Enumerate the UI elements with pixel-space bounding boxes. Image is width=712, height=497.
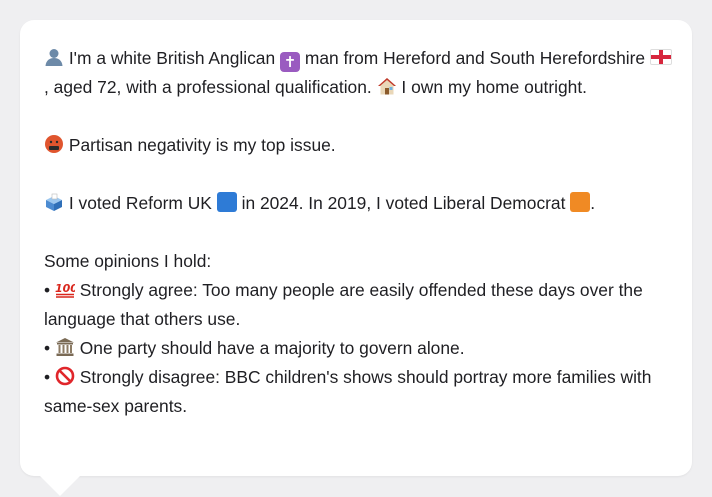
- hundred-points-icon: 100: [55, 282, 78, 298]
- ballot-box-icon: [46, 193, 62, 211]
- house-icon: [377, 78, 396, 95]
- issue-text: Partisan negativity is my top issue.: [68, 135, 336, 155]
- vote-paragraph: I voted Reform UK in 2024. In 2019, I vo…: [44, 189, 672, 218]
- blue-square-icon: [216, 192, 237, 212]
- intro-text-3: , aged 72, with a professional qualifica…: [44, 77, 372, 97]
- vote-text-1: I voted Reform UK: [68, 193, 212, 213]
- issue-paragraph: Partisan negativity is my top issue.: [44, 131, 672, 160]
- message-content: I'm a white British Anglican ✝ man from …: [44, 44, 672, 421]
- opinion-item: • One party should have a majority to go…: [44, 334, 672, 363]
- svg-text:100: 100: [55, 282, 75, 295]
- england-flag-icon: [649, 49, 672, 65]
- swearing-face-icon: [45, 135, 63, 153]
- message-card: I'm a white British Anglican ✝ man from …: [20, 20, 692, 476]
- intro-text-1: I'm a white British Anglican: [68, 48, 276, 68]
- prohibited-icon: [55, 366, 75, 386]
- bullet-marker: •: [44, 338, 51, 358]
- bullet-marker: •: [44, 367, 51, 387]
- vote-text-3: .: [590, 193, 596, 213]
- vote-text-2: in 2024. In 2019, I voted Liberal Democr…: [241, 193, 566, 213]
- opinions-section: Some opinions I hold: • 100 Strongly agr…: [44, 247, 672, 421]
- bullet-marker: •: [44, 280, 51, 300]
- orange-square-icon: [570, 192, 591, 212]
- speech-bubble-pointer: [40, 476, 80, 496]
- intro-text-4: I own my home outright.: [401, 77, 588, 97]
- intro-text-2: man from Hereford and South Herefordshir…: [304, 48, 646, 68]
- opinion-item: • Strongly disagree: BBC children's show…: [44, 363, 672, 421]
- opinions-heading: Some opinions I hold:: [44, 251, 212, 271]
- opinion-item: • 100 Strongly agree: Too many people ar…: [44, 276, 672, 334]
- opinion-text: Strongly disagree: BBC children's shows …: [44, 367, 652, 416]
- opinion-text: Strongly agree: Too many people are easi…: [44, 280, 643, 329]
- intro-paragraph: I'm a white British Anglican ✝ man from …: [44, 44, 672, 102]
- person-icon: [45, 49, 63, 66]
- latin-cross-icon: ✝: [280, 52, 300, 72]
- opinion-text: One party should have a majority to gove…: [79, 338, 465, 358]
- classical-building-icon: [55, 338, 74, 356]
